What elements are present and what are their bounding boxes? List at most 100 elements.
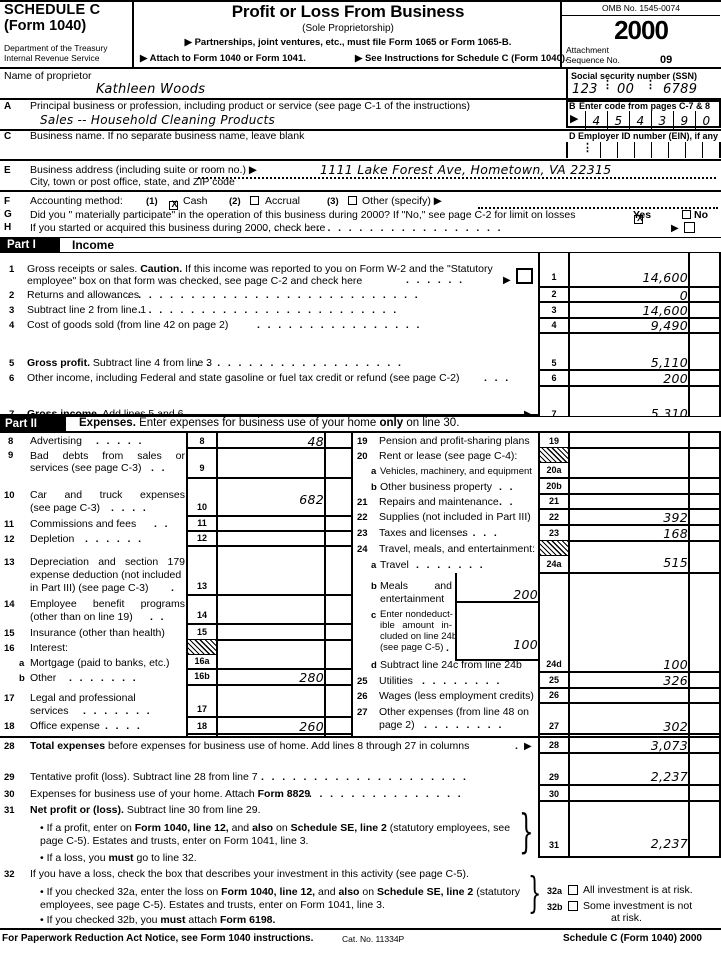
ssn-part-3[interactable]: 6789 bbox=[663, 82, 698, 97]
line-18-amount[interactable]: 260 bbox=[299, 719, 324, 734]
code-digit-cell[interactable]: 0 bbox=[695, 111, 717, 131]
inset-col-border-left bbox=[455, 573, 457, 661]
ssn-part-2[interactable]: 00 bbox=[617, 82, 635, 97]
line-24c-amount[interactable]: 100 bbox=[513, 637, 538, 652]
materially-participate-yes-checkbox[interactable] bbox=[634, 213, 644, 224]
line-b-code-digits[interactable]: 4 5 4 3 9 0 bbox=[585, 111, 717, 131]
statutory-employee-checkbox[interactable] bbox=[516, 268, 533, 284]
line-17-label-2: services bbox=[30, 705, 69, 717]
line-32-number: 32 bbox=[4, 869, 15, 880]
line-31-row-rule bbox=[538, 856, 721, 858]
line-29-box-number: 29 bbox=[548, 772, 559, 782]
line-28-amount[interactable]: 3,073 bbox=[650, 738, 688, 753]
ssn-label: Social security number (SSN) bbox=[571, 71, 698, 81]
line-13-number: 13 bbox=[4, 557, 15, 568]
line-20b-dots: . . bbox=[499, 481, 515, 493]
ein-digit-cell[interactable] bbox=[702, 142, 721, 158]
line-24a-hatched-cell bbox=[540, 541, 569, 556]
line-2-amount[interactable]: 0 bbox=[679, 288, 688, 303]
ein-digit-cell[interactable] bbox=[685, 142, 703, 158]
accounting-other-checkbox[interactable] bbox=[348, 196, 357, 205]
line-20b-box-number: 20b bbox=[546, 481, 562, 491]
materially-participate-no-checkbox[interactable] bbox=[682, 210, 691, 219]
all-investment-at-risk-checkbox[interactable] bbox=[568, 885, 578, 895]
ein-digit-cell[interactable] bbox=[566, 142, 584, 158]
right-rule-20a bbox=[538, 477, 721, 479]
left-rule-13 bbox=[186, 594, 351, 596]
proprietor-label: Name of proprietor bbox=[4, 70, 92, 82]
ein-digit-cell-dotted[interactable]: ⋮ bbox=[582, 142, 601, 158]
line-28-row-rule bbox=[538, 752, 721, 754]
ssn-separator-2: ⋮ bbox=[645, 79, 656, 91]
ein-digit-cell[interactable] bbox=[668, 142, 686, 158]
line-14-label: Employee benefit programs bbox=[30, 598, 185, 610]
code-digit-cell[interactable]: 3 bbox=[651, 111, 674, 131]
line-24a-amount[interactable]: 515 bbox=[663, 555, 688, 570]
line-24b-amount[interactable]: 200 bbox=[513, 587, 538, 602]
part2-title-bg bbox=[66, 417, 721, 431]
some-investment-not-at-risk-checkbox[interactable] bbox=[568, 901, 578, 911]
line-3-amount[interactable]: 14,600 bbox=[642, 303, 688, 318]
left-rule-9 bbox=[186, 477, 351, 479]
ein-digit-cell[interactable] bbox=[600, 142, 618, 158]
code-digit-cell[interactable]: 9 bbox=[673, 111, 696, 131]
line-25-amount[interactable]: 326 bbox=[663, 673, 688, 688]
line-20-number: 20 bbox=[357, 451, 368, 462]
line-4-amount[interactable]: 9,490 bbox=[650, 318, 688, 333]
line-31-amount[interactable]: 2,237 bbox=[650, 836, 688, 851]
accounting-cash-checkbox[interactable] bbox=[169, 199, 179, 210]
right-col-border-2 bbox=[568, 431, 570, 737]
line-6-amount[interactable]: 200 bbox=[663, 371, 688, 386]
part2-title-rest: Enter expenses for business use of your … bbox=[139, 417, 377, 429]
totals-col-border-3 bbox=[688, 736, 690, 858]
line-30-number: 30 bbox=[4, 789, 15, 800]
sequence-number: 09 bbox=[660, 54, 673, 66]
line-16b-amount[interactable]: 280 bbox=[299, 670, 324, 685]
line-23-amount[interactable]: 168 bbox=[663, 526, 688, 541]
line-1-amount[interactable]: 14,600 bbox=[642, 270, 688, 285]
line-f-other-field[interactable] bbox=[478, 196, 718, 209]
instruction-see: ▶ See Instructions for Schedule C (Form … bbox=[355, 53, 568, 64]
line-5-amount[interactable]: 5,110 bbox=[650, 355, 688, 370]
proprietor-name-value[interactable]: Kathleen Woods bbox=[96, 82, 206, 97]
ssn-separator-1: ⋮ bbox=[602, 79, 613, 91]
ein-digit-cell[interactable] bbox=[634, 142, 652, 158]
right-rule-24d bbox=[538, 671, 721, 673]
ein-digit-cell[interactable] bbox=[651, 142, 669, 158]
line-32-label: If you have a loss, check the box that d… bbox=[30, 868, 469, 880]
line-14-label-2: (other than on line 19) bbox=[30, 611, 133, 623]
left-rule-11 bbox=[186, 530, 351, 532]
code-digit-cell[interactable]: 4 bbox=[629, 111, 652, 131]
line-h-checkbox[interactable] bbox=[684, 222, 695, 233]
line-27-amount[interactable]: 302 bbox=[663, 719, 688, 734]
line-3-row-rule bbox=[538, 317, 721, 319]
line-16b-sub: b bbox=[19, 673, 25, 684]
line-10-amount[interactable]: 682 bbox=[299, 492, 324, 507]
line-e-address-field[interactable] bbox=[198, 165, 716, 179]
line-1-row-rule bbox=[538, 286, 721, 288]
line-31-box-number: 31 bbox=[548, 840, 559, 850]
line-15-label: Insurance (other than health) bbox=[30, 627, 165, 639]
line-f-option-1-label: Cash bbox=[183, 195, 208, 207]
code-digit-cell[interactable]: 4 bbox=[585, 111, 608, 131]
line-16-label: Interest: bbox=[30, 642, 68, 654]
line-24d-label: Subtract line 24c from line 24b bbox=[380, 659, 522, 671]
left-rule-18 bbox=[186, 733, 351, 735]
line-24d-amount[interactable]: 100 bbox=[663, 657, 688, 672]
ssn-part-1[interactable]: 123 bbox=[572, 82, 598, 97]
line-24-label: Travel, meals, and entertainment: bbox=[379, 543, 536, 555]
line-8-amount[interactable]: 48 bbox=[307, 434, 324, 449]
line-20b-sub: b bbox=[371, 482, 377, 493]
ein-digit-cell[interactable] bbox=[617, 142, 635, 158]
code-digit-cell[interactable]: 5 bbox=[607, 111, 630, 131]
line-a-value[interactable]: Sales -- Household Cleaning Products bbox=[40, 113, 276, 127]
line-d-ein-digits[interactable]: ⋮ bbox=[566, 142, 721, 158]
line-29-amount[interactable]: 2,237 bbox=[650, 769, 688, 784]
line-20b-label: Other business property bbox=[380, 481, 493, 493]
line-13-label-3: in Part III) (see page C-3) bbox=[30, 582, 149, 594]
accounting-accrual-checkbox[interactable] bbox=[250, 196, 259, 205]
line-22-amount[interactable]: 392 bbox=[663, 510, 688, 525]
line-32b-label-1: Some investment is not bbox=[583, 900, 693, 912]
line-5-label: Gross profit. Subtract line 4 from line … bbox=[27, 357, 212, 369]
